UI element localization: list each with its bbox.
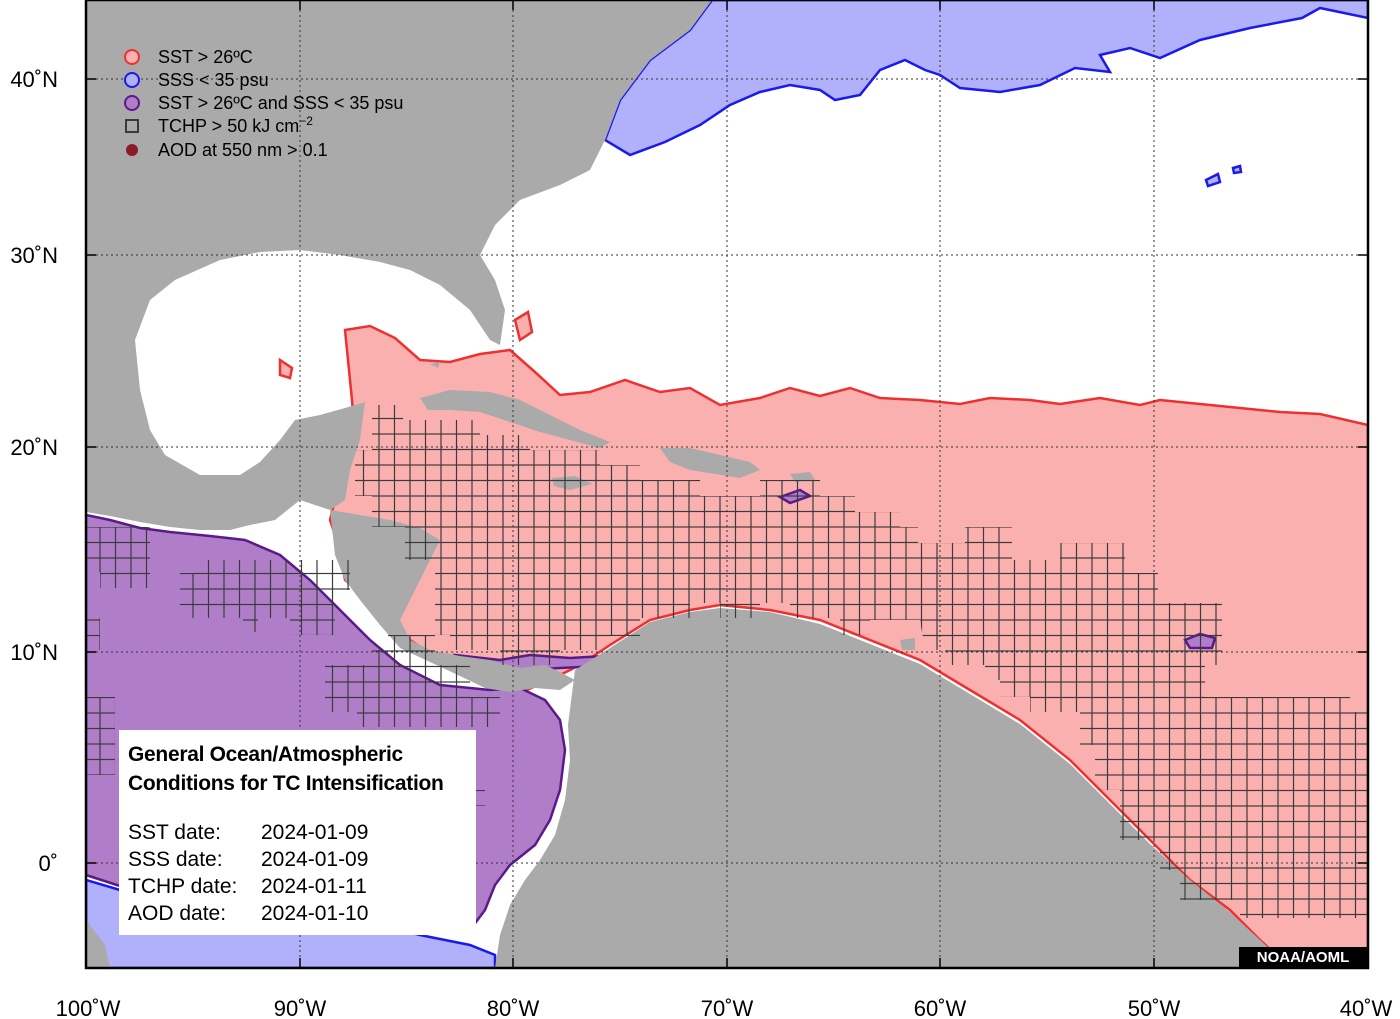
x-tick-label: 40˚W [1340, 996, 1393, 1019]
tchp-region-pacific-5 [86, 697, 115, 775]
sss-date-value: 2024-01-09 [261, 848, 369, 871]
aod-date-label: AOD date: [128, 902, 227, 925]
sst-patch-gulf [278, 357, 294, 380]
aod-date-value: 2024-01-10 [261, 902, 369, 925]
aod-dot-icon [126, 144, 138, 156]
graticule [86, 0, 1368, 968]
tchp-region-pacific-3 [86, 527, 150, 588]
sst-circle-icon [124, 49, 140, 65]
land-sw-pacific-coast [86, 920, 110, 968]
y-tick-label: 0˚ [38, 851, 58, 876]
legend-label-tchp: TCHP > 50 kJ cm−2 [158, 114, 313, 136]
tchp-cell-south [475, 790, 485, 806]
legend-label-sst-sss: SST > 26ºC and SSS < 35 psu [158, 93, 403, 113]
land-florida-keys [430, 362, 440, 368]
sss-island-1 [1204, 172, 1222, 188]
land-hispaniola [660, 448, 760, 478]
info-title-line-2: Conditions for TC Intensification [128, 772, 444, 795]
tchp-date-row: TCHP date: 2024-01-11 [128, 873, 467, 900]
sss-island-2 [1231, 164, 1243, 175]
land-central-america [330, 510, 575, 692]
tchp-region-pacific-2 [325, 635, 500, 727]
x-tick-label: 60˚W [914, 996, 967, 1019]
sst-sss-circle-icon [124, 95, 140, 111]
land-cuba [420, 390, 610, 448]
tchp-region [355, 405, 1367, 918]
sss-region-northeast [603, 0, 1368, 157]
sst-date-label: SST date: [128, 821, 222, 844]
legend-label-sss: SSS < 35 psu [158, 70, 269, 90]
land-south-america [495, 608, 1290, 968]
legend-label-tchp-exponent: −2 [299, 114, 313, 128]
land-puerto-rico [790, 472, 815, 482]
tick-marks [86, 0, 1368, 968]
x-tick-label: 70˚W [701, 996, 754, 1019]
aod-date-row: AOD date: 2024-01-10 [128, 900, 467, 927]
y-tick-label: 40˚N [10, 67, 58, 92]
legend: SST > 26ºC SSS < 35 psu SST > 26ºC and S… [124, 47, 403, 160]
legend-label-tchp-text: TCHP > 50 kJ cm [158, 116, 299, 136]
land-trinidad [900, 638, 915, 650]
land-north-america [86, 0, 712, 530]
sss-circle-icon [124, 72, 140, 88]
info-box: General Ocean/Atmospheric Conditions for… [119, 730, 476, 935]
y-tick-label: 20˚N [10, 435, 58, 460]
x-tick-label: 50˚W [1128, 996, 1181, 1019]
legend-label-aod: AOD at 550 nm > 0.1 [158, 140, 328, 160]
sss-date-row: SSS date: 2024-01-09 [128, 846, 467, 873]
tchp-date-value: 2024-01-11 [261, 875, 367, 898]
sst-date-value: 2024-01-09 [261, 821, 369, 844]
tchp-region-pacific-1 [180, 560, 350, 635]
y-tick-label: 30˚N [10, 243, 58, 268]
credit-badge: NOAA/AOML [1239, 947, 1367, 969]
tchp-square-icon [125, 119, 139, 133]
x-tick-label: 90˚W [274, 996, 327, 1019]
tchp-region-pacific-4 [86, 618, 100, 650]
info-title-line-1: General Ocean/Atmospheric [128, 743, 403, 766]
y-axis-labels: 40˚N 30˚N 20˚N 10˚N 0˚ [10, 67, 58, 876]
tchp-date-label: TCHP date: [128, 875, 238, 898]
x-axis-labels: 100˚W 90˚W 80˚W 70˚W 60˚W 50˚W 40˚W [56, 996, 1393, 1019]
info-dates: SST date: 2024-01-09 SSS date: 2024-01-09 … [128, 819, 467, 927]
sss-date-label: SSS date: [128, 848, 223, 871]
x-tick-label: 100˚W [56, 996, 121, 1019]
sst-date-row: SST date: 2024-01-09 [128, 819, 467, 846]
x-tick-label: 80˚W [487, 996, 540, 1019]
sst-patch-bahamas [513, 309, 534, 343]
legend-label-sst: SST > 26ºC [158, 47, 253, 67]
y-tick-label: 10˚N [10, 640, 58, 665]
